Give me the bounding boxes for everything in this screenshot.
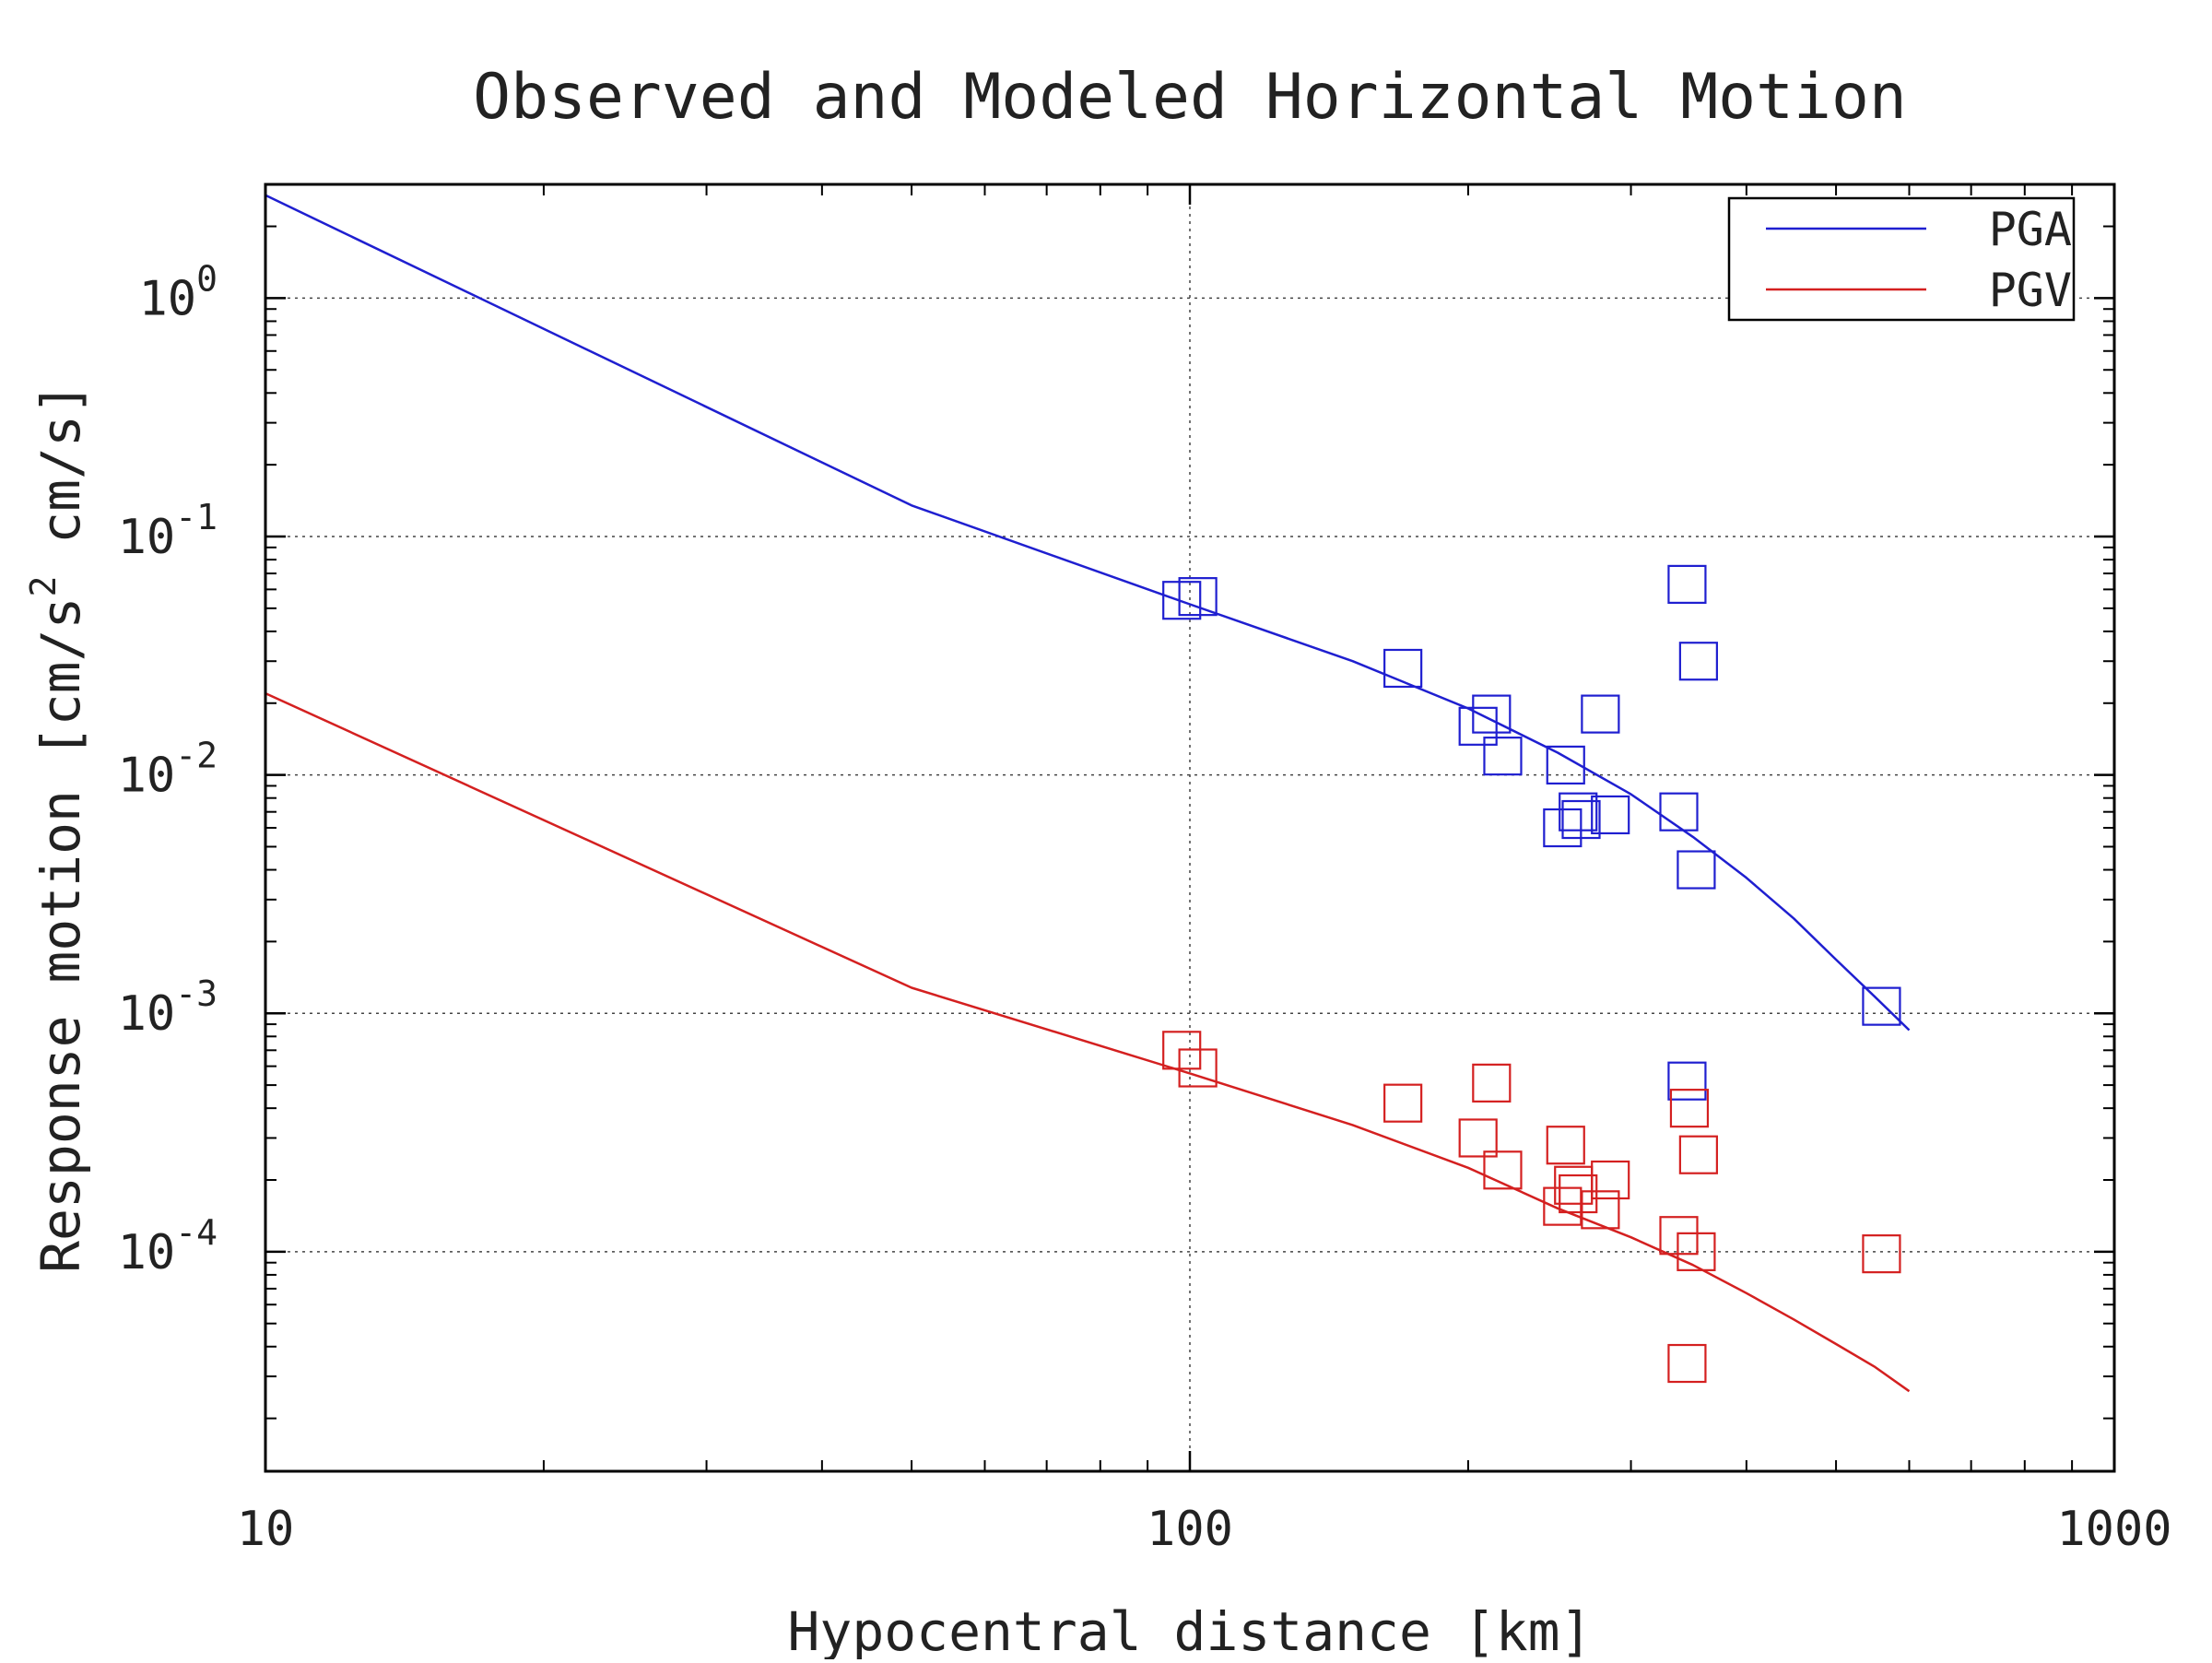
pga-observed-marker <box>1561 799 1601 840</box>
series-line-pga <box>265 194 1911 1032</box>
pga-observed-marker <box>1591 795 1630 835</box>
pgv-observed-marker <box>1483 1150 1523 1190</box>
pga-observed-marker <box>1483 737 1523 776</box>
legend: PGA PGV <box>1727 196 2076 322</box>
x-tick-label: 100 <box>1147 1502 1233 1557</box>
pga-observed-marker <box>1559 792 1598 832</box>
legend-label-pgv: PGV <box>1989 264 2072 317</box>
y-axis-label-tail: cm/s] <box>29 383 92 576</box>
pga-observed-marker <box>1667 1061 1707 1101</box>
pga-observed-marker <box>1667 564 1707 605</box>
pgv-observed-marker <box>1678 1135 1718 1174</box>
pga-observed-marker <box>1472 694 1512 734</box>
series-line-pgv <box>265 691 1911 1393</box>
pga-observed-marker <box>1458 706 1498 746</box>
pga-observed-marker <box>1678 642 1718 681</box>
pga-observed-marker <box>1383 648 1423 689</box>
y-tick-label: 10-4 <box>118 1212 218 1280</box>
x-tick-label: 1000 <box>2056 1502 2171 1557</box>
pga-observed-marker <box>1581 694 1620 734</box>
scatter-points <box>1162 564 1901 1384</box>
pgv-observed-marker <box>1591 1160 1630 1200</box>
y-axis-label: Response motion [cm/s2 cm/s] <box>23 383 92 1273</box>
legend-label-pga: PGA <box>1989 203 2072 256</box>
y-axis-label-main: Response motion [cm/s <box>29 597 92 1273</box>
pgv-observed-marker <box>1677 1232 1716 1271</box>
pgv-observed-marker <box>1581 1190 1620 1230</box>
pgv-observed-marker <box>1472 1063 1512 1103</box>
x-axis-label: Hypocentral distance [km] <box>788 1600 1593 1659</box>
pgv-observed-marker <box>1178 1048 1218 1088</box>
pga-observed-marker <box>1862 986 1901 1026</box>
y-tick-label: 10-3 <box>118 973 218 1042</box>
pgv-observed-marker <box>1667 1343 1707 1384</box>
pgv-observed-marker <box>1559 1174 1598 1214</box>
y-tick-label: 100 <box>138 258 218 326</box>
pgv-observed-marker <box>1669 1089 1710 1128</box>
pgv-observed-marker <box>1458 1118 1498 1158</box>
pga-observed-marker <box>1659 792 1699 832</box>
x-tick-label: 10 <box>237 1502 295 1557</box>
grid <box>265 184 2114 1471</box>
plot-frame <box>264 183 2116 1473</box>
y-tick-label: 10-1 <box>118 497 218 565</box>
pga-observed-marker <box>1178 577 1218 617</box>
legend-box <box>1727 196 2076 322</box>
y-axis-label-exponent: 2 <box>23 576 64 597</box>
pga-observed-marker <box>1546 745 1585 785</box>
chart-title: Observed and Modeled Horizontal Motion <box>473 61 1907 134</box>
pgv-observed-marker <box>1862 1234 1901 1274</box>
series <box>265 194 1911 1393</box>
pgv-observed-marker <box>1546 1126 1585 1165</box>
y-tick-label: 10-2 <box>118 736 218 804</box>
pga-observed-marker <box>1677 850 1716 890</box>
tick-labels: 10 100 1000 100 10-1 10-2 10-3 10-4 <box>118 258 2172 1557</box>
pgv-observed-marker <box>1383 1083 1423 1123</box>
pga-observed-marker <box>1162 581 1202 620</box>
